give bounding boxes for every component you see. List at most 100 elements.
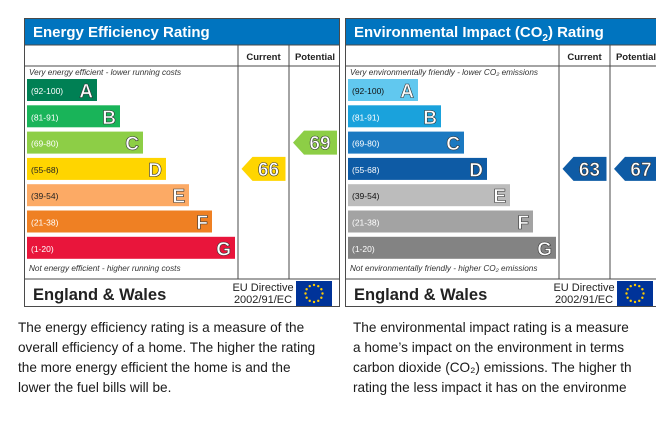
rating-bar-b xyxy=(348,105,441,128)
eu-star-icon xyxy=(638,284,641,288)
description-line: carbon dioxide (CO₂) emissions. The high… xyxy=(353,360,632,375)
description-line: rating the less impact it has on the env… xyxy=(353,380,627,395)
region-label: England & Wales xyxy=(33,286,166,304)
column-header-current: Current xyxy=(246,52,281,63)
environmental-impact-panel: Environmental Impact (CO2) Rating Current… xyxy=(345,18,656,307)
rating-range: (81-91) xyxy=(31,112,59,122)
column-header-current: Current xyxy=(567,52,602,63)
eu-star-icon xyxy=(308,299,311,303)
header-bar xyxy=(346,19,656,45)
rating-bar-a xyxy=(348,79,418,101)
rating-bar-c xyxy=(348,131,464,154)
eu-star-icon xyxy=(317,284,320,288)
rating-range: (69-80) xyxy=(352,139,380,149)
rating-letter: E xyxy=(172,187,185,208)
description-line: The energy efficiency rating is a measur… xyxy=(18,320,305,335)
panel-title: Energy Efficiency Rating xyxy=(33,24,210,41)
rating-bar-g xyxy=(27,236,235,259)
eu-star-icon xyxy=(641,288,644,291)
rating-letter: F xyxy=(196,213,208,234)
rating-range: (1-20) xyxy=(352,244,375,254)
description-line: The environmental impact rating is a mea… xyxy=(353,320,629,335)
eu-star-icon xyxy=(625,292,628,295)
rating-letter: A xyxy=(79,82,93,103)
directive-label: EU Directive xyxy=(553,282,614,294)
description-line: overall efficiency of a home. The higher… xyxy=(18,340,316,355)
rating-bar-d xyxy=(348,157,487,180)
eu-star-icon xyxy=(638,299,641,303)
eu-star-icon xyxy=(312,283,316,287)
potential-rating-value: 69 xyxy=(309,134,330,155)
eu-star-icon xyxy=(642,292,645,295)
rating-letter: G xyxy=(216,239,231,260)
rating-letter: C xyxy=(125,134,139,155)
rating-letter: G xyxy=(537,239,552,260)
current-rating-value: 66 xyxy=(258,160,279,181)
rating-letter: A xyxy=(400,82,414,103)
description-line: lower the fuel bills will be. xyxy=(18,380,172,395)
region-label: England & Wales xyxy=(354,286,487,304)
directive-label: EU Directive xyxy=(232,282,293,294)
rating-bar-c xyxy=(27,131,143,154)
eu-star-icon xyxy=(304,292,307,295)
rating-bar-f xyxy=(348,210,533,233)
eu-star-icon xyxy=(308,284,311,288)
rating-range: (21-38) xyxy=(352,218,380,228)
potential-rating-arrow xyxy=(293,130,337,155)
rating-bar-f xyxy=(27,210,212,233)
current-rating-arrow xyxy=(241,156,286,181)
rating-bar-d xyxy=(27,157,166,180)
eu-star-icon xyxy=(305,296,308,299)
environmental-impact-chart: Environmental Impact (CO2) Rating Current… xyxy=(346,19,656,306)
rating-range: (81-91) xyxy=(352,112,380,122)
directive-code: 2002/91/EC xyxy=(555,294,613,306)
title-part: Environmental Impact (CO xyxy=(354,24,543,41)
eu-star-icon xyxy=(641,296,644,299)
rating-range: (55-68) xyxy=(352,165,380,175)
eu-star-icon xyxy=(629,299,632,303)
title-part: ) Rating xyxy=(548,24,604,41)
eu-star-icon xyxy=(633,283,637,287)
rating-bar-g xyxy=(348,236,556,259)
potential-rating-arrow xyxy=(614,156,656,181)
rating-range: (92-100) xyxy=(352,86,384,96)
eu-star-icon xyxy=(320,288,323,291)
eu-star-icon xyxy=(305,288,308,291)
rating-letter: B xyxy=(102,108,116,129)
rating-bar-b xyxy=(27,105,120,128)
title-subscript: 2 xyxy=(542,33,548,44)
eu-star-icon xyxy=(629,284,632,288)
rating-range: (1-20) xyxy=(31,244,54,254)
panel-title: Environmental Impact (CO2) Rating xyxy=(354,24,604,44)
rating-range: (39-54) xyxy=(352,191,380,201)
column-header-potential: Potential xyxy=(295,52,335,63)
eu-star-icon xyxy=(626,288,629,291)
rating-range: (39-54) xyxy=(31,191,59,201)
rating-letter: D xyxy=(148,160,162,181)
bottom-note: Not environmentally friendly - higher CO… xyxy=(350,264,537,273)
column-header-potential: Potential xyxy=(616,52,656,63)
description-line: a home’s impact on the environment in te… xyxy=(353,340,624,355)
rating-range: (69-80) xyxy=(31,139,59,149)
rating-letter: E xyxy=(493,187,506,208)
eu-star-icon xyxy=(633,300,637,304)
rating-bar-e xyxy=(348,184,510,207)
potential-rating-value: 67 xyxy=(630,160,651,181)
rating-letter: B xyxy=(423,108,437,129)
rating-range: (21-38) xyxy=(31,218,59,228)
description-line: the more energy efficient the home is an… xyxy=(18,360,291,375)
rating-letter: F xyxy=(517,213,529,234)
eu-star-icon xyxy=(626,296,629,299)
energy-efficiency-panel: Energy Efficiency Rating Current Potential… xyxy=(24,18,340,307)
energy-efficiency-chart: Energy Efficiency Rating Current Potential… xyxy=(25,19,339,306)
rating-bar-e xyxy=(27,184,189,207)
eu-star-icon xyxy=(312,300,316,304)
current-rating-value: 63 xyxy=(579,160,600,181)
rating-range: (92-100) xyxy=(31,86,63,96)
rating-bar-a xyxy=(27,79,97,101)
directive-code: 2002/91/EC xyxy=(234,294,292,306)
eu-star-icon xyxy=(317,299,320,303)
rating-letter: C xyxy=(446,134,460,155)
header-bar xyxy=(25,19,339,45)
top-note: Very energy efficient - lower running co… xyxy=(29,68,181,77)
